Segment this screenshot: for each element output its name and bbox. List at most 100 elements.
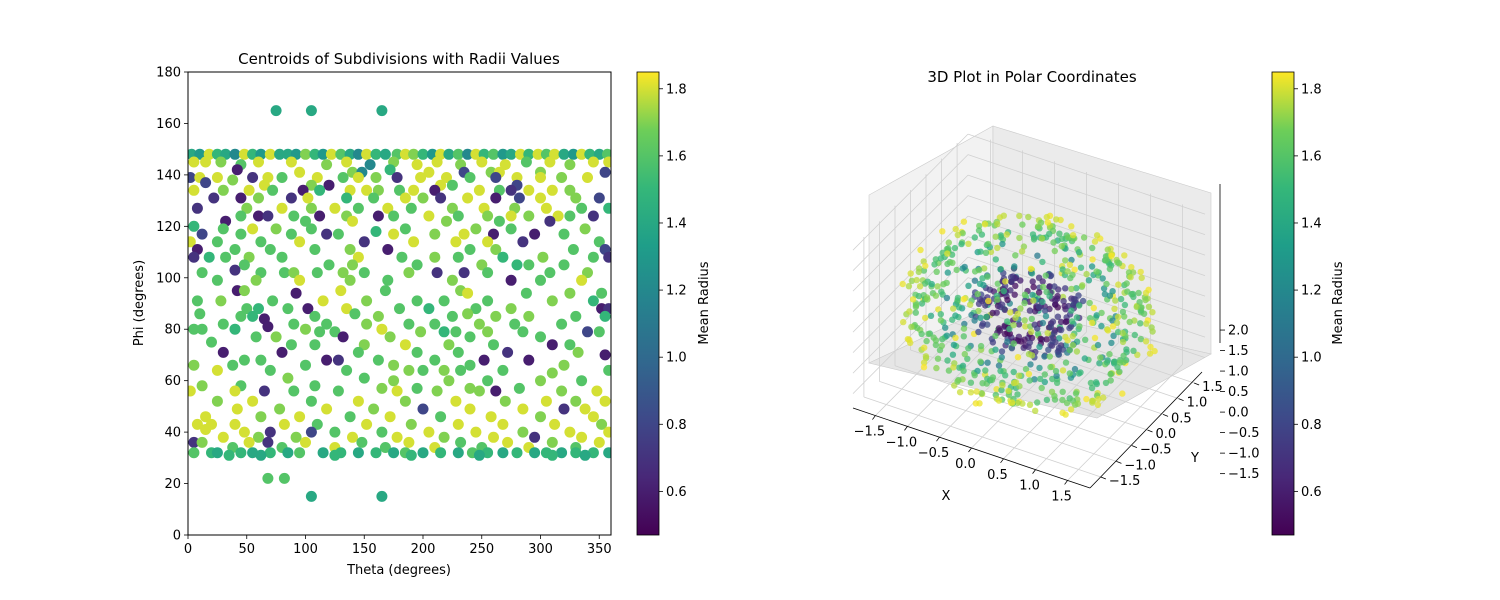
z-tick-label: −1.0 [1228, 447, 1260, 462]
data-point-3d [1007, 309, 1014, 316]
y-tick-label: 0.0 [1156, 427, 1177, 442]
data-point-3d [900, 318, 907, 326]
data-point-3d [1089, 256, 1096, 263]
data-point [262, 321, 274, 333]
data-point-3d [1038, 384, 1045, 392]
data-point-3d [1059, 396, 1066, 404]
data-point [408, 184, 420, 196]
data-point [535, 274, 546, 286]
data-point [274, 403, 286, 415]
data-point [235, 447, 247, 459]
data-point-3d [1111, 305, 1118, 312]
data-point [579, 403, 591, 415]
data-point-3d [1095, 395, 1102, 403]
data-point-3d [1066, 370, 1074, 377]
data-point-3d [979, 275, 986, 282]
data-point-3d [1037, 375, 1044, 383]
data-point [352, 251, 364, 263]
data-point [300, 436, 311, 448]
data-point-3d [1049, 318, 1057, 325]
x-tick-label: 300 [528, 542, 553, 557]
y-tick-label: 180 [156, 66, 181, 81]
data-point-3d [1019, 400, 1026, 407]
colorbar-tick-label: 1.4 [1301, 216, 1322, 231]
data-point-3d [1127, 274, 1134, 281]
data-point [544, 215, 556, 227]
data-point [243, 184, 255, 196]
data-point [544, 267, 556, 279]
data-point-3d [1059, 388, 1066, 395]
data-point-3d [1073, 285, 1080, 292]
data-point [423, 303, 435, 315]
data-point-3d [937, 317, 945, 324]
data-point [370, 447, 382, 459]
data-point [544, 156, 556, 168]
data-point-3d [1106, 351, 1113, 358]
data-point [493, 215, 505, 227]
data-point [482, 267, 494, 279]
data-point [505, 303, 517, 315]
y-tick-label: 100 [156, 271, 181, 286]
data-point [335, 148, 347, 160]
data-point-3d [1119, 329, 1126, 337]
data-point-3d [971, 317, 978, 324]
data-point [485, 411, 497, 423]
data-point [423, 166, 435, 178]
data-point [247, 310, 259, 322]
data-point [452, 346, 464, 358]
data-point-3d [922, 353, 930, 360]
data-point-3d [1057, 318, 1065, 326]
data-point [288, 210, 300, 222]
data-point [599, 395, 611, 407]
data-point-3d [945, 239, 952, 246]
data-point [603, 364, 611, 376]
data-point [399, 223, 411, 235]
data-point [429, 251, 441, 263]
data-point [332, 385, 344, 397]
data-point-3d [960, 367, 967, 374]
data-point-3d [1026, 339, 1034, 346]
data-point [603, 426, 611, 438]
data-point-3d [912, 302, 920, 309]
data-point-3d [974, 290, 981, 298]
data-point [576, 274, 588, 286]
data-point-3d [994, 244, 1001, 252]
data-point-3d [1103, 280, 1110, 288]
data-point [379, 148, 391, 160]
y-tick-label: 40 [164, 426, 181, 441]
data-point [417, 148, 429, 160]
data-point-3d [1027, 265, 1035, 272]
right-colorbar-gradient [1271, 71, 1295, 536]
data-point-3d [961, 350, 968, 358]
data-point [576, 148, 588, 160]
data-point [215, 295, 227, 307]
data-point [579, 223, 591, 235]
data-point [196, 436, 208, 448]
data-point [188, 436, 200, 448]
data-point [321, 228, 333, 240]
data-point-3d [1093, 232, 1101, 239]
data-point [429, 354, 441, 366]
data-point [438, 431, 450, 443]
data-point-3d [1069, 232, 1077, 239]
data-point-3d [999, 301, 1006, 308]
data-point [238, 354, 250, 366]
data-point [462, 308, 474, 320]
data-point-3d [982, 367, 989, 374]
data-point-3d [1048, 388, 1056, 395]
data-point-3d [1019, 221, 1026, 228]
data-point [229, 418, 241, 430]
data-point [358, 267, 370, 279]
data-point [288, 385, 300, 397]
data-point [352, 148, 364, 160]
left-colorbar-ticks: 0.6 0.8 1.0 1.2 1.4 1.6 1.8 [659, 82, 687, 500]
data-point [196, 267, 208, 279]
data-point-3d [1137, 335, 1145, 343]
data-point-3d [1062, 411, 1069, 418]
data-point [290, 431, 302, 443]
data-point [464, 172, 476, 183]
x-tick-mark [1064, 480, 1068, 485]
data-point [321, 318, 333, 330]
z-tick-label: −1.5 [1228, 467, 1260, 482]
y-tick-label: −0.5 [1140, 443, 1172, 458]
